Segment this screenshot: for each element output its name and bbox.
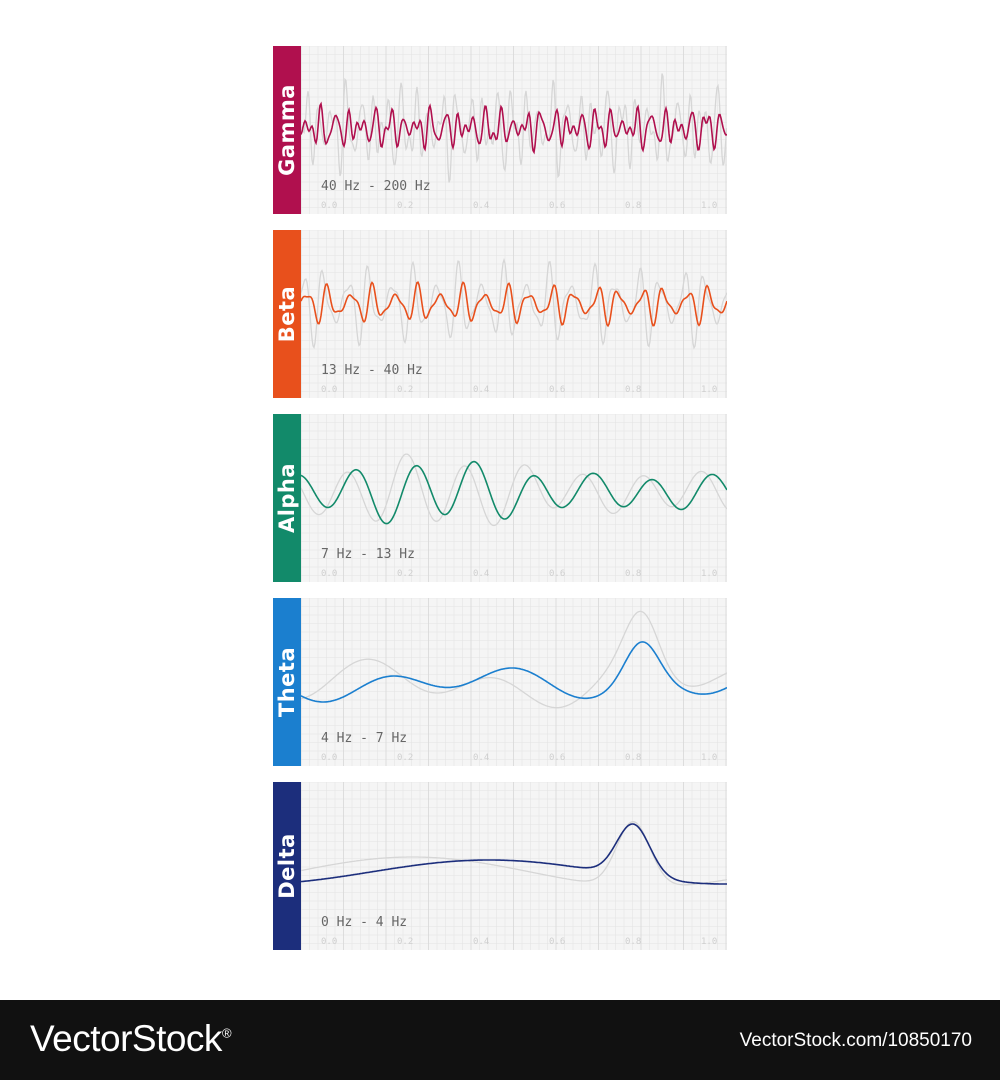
grid xyxy=(301,598,727,766)
frequency-range: 0 Hz - 4 Hz xyxy=(321,915,408,930)
axis-tick-label: 1.0 xyxy=(701,385,717,395)
wave-plot: 0.0 0.2 0.4 0.6 0.8 1.0 40 Hz - 200 Hz xyxy=(301,46,727,214)
axis-tick-label: 0.8 xyxy=(625,937,641,947)
brand-logo: VectorStock® xyxy=(30,1018,232,1060)
axis-tick-label: 0.4 xyxy=(473,753,489,763)
wave-svg: 0.0 0.2 0.4 0.6 0.8 1.0 xyxy=(301,782,727,950)
axis-tick-label: 0.6 xyxy=(549,201,565,211)
axis-tick-label: 0.0 xyxy=(321,201,337,211)
band-tab: Alpha xyxy=(273,414,301,582)
axis-tick-label: 0.2 xyxy=(397,753,413,763)
stock-id: VectorStock.com/10850170 xyxy=(739,1030,972,1051)
axis-tick-label: 0.8 xyxy=(625,753,641,763)
axis-tick-label: 0.8 xyxy=(625,569,641,579)
axis-tick-label: 0.4 xyxy=(473,937,489,947)
axis-tick-label: 0.0 xyxy=(321,385,337,395)
frequency-range: 7 Hz - 13 Hz xyxy=(321,547,415,562)
axis-tick-label: 0.6 xyxy=(549,937,565,947)
axis-tick-label: 0.2 xyxy=(397,201,413,211)
axis-tick-label: 0.0 xyxy=(321,753,337,763)
wave-plot: 0.0 0.2 0.4 0.6 0.8 1.0 0 Hz - 4 Hz xyxy=(301,782,727,950)
axis-tick-label: 0.8 xyxy=(625,385,641,395)
band-panel-theta: Theta 0.0 0.2 0.4 0.6 0.8 1.0 4 Hz - 7 Hz xyxy=(273,598,727,766)
band-panel-gamma: Gamma 0.0 0.2 0.4 0.6 0.8 1.0 40 Hz - 200 Hz xyxy=(273,46,727,214)
band-tab: Gamma xyxy=(273,46,301,214)
wave-plot: 0.0 0.2 0.4 0.6 0.8 1.0 7 Hz - 13 Hz xyxy=(301,414,727,582)
waveform xyxy=(301,281,727,328)
band-tab: Delta xyxy=(273,782,301,950)
axis-tick-label: 0.2 xyxy=(397,937,413,947)
wave-plot: 0.0 0.2 0.4 0.6 0.8 1.0 4 Hz - 7 Hz xyxy=(301,598,727,766)
grid xyxy=(301,782,727,950)
axis-tick-label: 1.0 xyxy=(701,569,717,579)
axis-tick-label: 0.6 xyxy=(549,385,565,395)
registered-mark: ® xyxy=(221,1025,232,1041)
frequency-range: 13 Hz - 40 Hz xyxy=(321,363,423,378)
axis-tick-label: 0.6 xyxy=(549,753,565,763)
band-name: Theta xyxy=(275,646,299,718)
waveform xyxy=(301,641,727,703)
band-name: Gamma xyxy=(275,84,299,176)
waveform xyxy=(301,101,727,155)
axis-tick-label: 1.0 xyxy=(701,753,717,763)
band-panel-beta: Beta 0.0 0.2 0.4 0.6 0.8 1.0 13 Hz - 40 Hz xyxy=(273,230,727,398)
wave-svg: 0.0 0.2 0.4 0.6 0.8 1.0 xyxy=(301,230,727,398)
axis-tick-label: 1.0 xyxy=(701,937,717,947)
ghost-waveform xyxy=(301,821,727,886)
axis-tick-label: 0.0 xyxy=(321,569,337,579)
wave-svg: 0.0 0.2 0.4 0.6 0.8 1.0 xyxy=(301,598,727,766)
brand-name: VectorStock xyxy=(30,1018,222,1059)
axis-tick-label: 0.0 xyxy=(321,937,337,947)
waveform xyxy=(301,460,727,525)
ghost-waveform xyxy=(301,257,727,350)
axis-tick-label: 0.6 xyxy=(549,569,565,579)
band-tab: Theta xyxy=(273,598,301,766)
frequency-range: 40 Hz - 200 Hz xyxy=(321,179,431,194)
axis-tick-label: 0.4 xyxy=(473,201,489,211)
axis-tick-label: 0.2 xyxy=(397,385,413,395)
axis-tick-label: 0.2 xyxy=(397,569,413,579)
ghost-waveform xyxy=(301,610,727,709)
wave-plot: 0.0 0.2 0.4 0.6 0.8 1.0 13 Hz - 40 Hz xyxy=(301,230,727,398)
axis-tick-label: 0.8 xyxy=(625,201,641,211)
watermark-footer: VectorStock® VectorStock.com/10850170 xyxy=(0,1000,1000,1080)
band-name: Beta xyxy=(275,285,299,343)
wave-svg: 0.0 0.2 0.4 0.6 0.8 1.0 xyxy=(301,414,727,582)
grid xyxy=(301,230,727,398)
band-name: Alpha xyxy=(275,462,299,534)
brainwave-stack: Gamma 0.0 0.2 0.4 0.6 0.8 1.0 40 Hz - 200 Hz … xyxy=(273,46,727,966)
frequency-range: 4 Hz - 7 Hz xyxy=(321,731,408,746)
waveform xyxy=(301,823,727,885)
band-panel-delta: Delta 0.0 0.2 0.4 0.6 0.8 1.0 0 Hz - 4 Hz xyxy=(273,782,727,950)
axis-tick-label: 0.4 xyxy=(473,569,489,579)
band-panel-alpha: Alpha 0.0 0.2 0.4 0.6 0.8 1.0 7 Hz - 13 Hz xyxy=(273,414,727,582)
axis-tick-label: 0.4 xyxy=(473,385,489,395)
band-tab: Beta xyxy=(273,230,301,398)
ghost-waveform xyxy=(301,453,727,527)
ghost-waveform xyxy=(301,73,727,183)
band-name: Delta xyxy=(275,833,299,899)
wave-svg: 0.0 0.2 0.4 0.6 0.8 1.0 xyxy=(301,46,727,214)
axis-tick-label: 1.0 xyxy=(701,201,717,211)
